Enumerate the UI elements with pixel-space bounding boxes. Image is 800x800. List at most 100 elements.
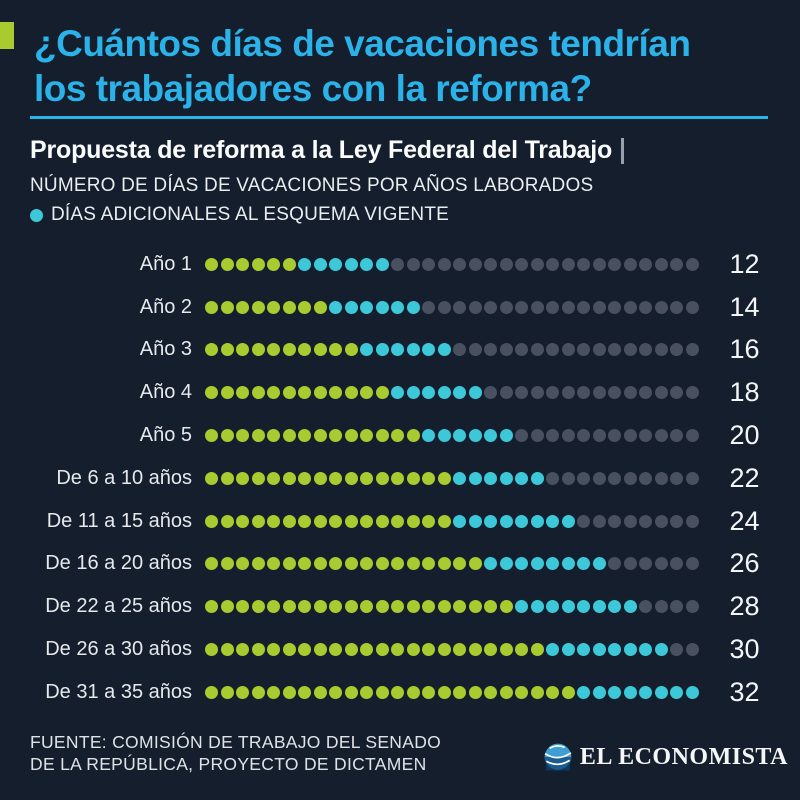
dot-current xyxy=(406,557,420,571)
dot-current xyxy=(499,685,513,699)
dot-additional xyxy=(298,257,311,271)
dot-additional xyxy=(391,386,404,400)
dot-empty xyxy=(623,257,637,271)
dot-current xyxy=(282,643,296,657)
dot-current xyxy=(220,300,234,314)
dot-current xyxy=(313,471,327,485)
dot-current xyxy=(251,429,265,443)
dot-current xyxy=(205,643,218,657)
dot-additional xyxy=(530,557,544,571)
dot-empty xyxy=(639,257,652,271)
dot-current xyxy=(267,257,280,271)
title-line-2: los trabajadores con la reforma? xyxy=(34,68,592,109)
dot-empty xyxy=(484,386,497,400)
dot-current xyxy=(329,386,342,400)
dot-empty xyxy=(685,557,699,571)
dot-empty xyxy=(670,471,683,485)
dot-current xyxy=(267,600,280,614)
dot-current xyxy=(360,643,373,657)
dot-empty xyxy=(530,257,544,271)
dot-current xyxy=(251,600,265,614)
dot-current xyxy=(484,685,497,699)
dot-current xyxy=(282,514,296,528)
dot-strip xyxy=(205,471,699,485)
dot-current xyxy=(468,643,482,657)
dot-current xyxy=(391,429,404,443)
dot-additional xyxy=(546,514,559,528)
dot-empty xyxy=(422,257,435,271)
dot-empty xyxy=(685,386,699,400)
dot-current xyxy=(313,685,327,699)
dot-empty xyxy=(670,557,683,571)
dot-empty xyxy=(608,343,621,357)
dot-current xyxy=(546,685,559,699)
dot-additional xyxy=(592,685,606,699)
dot-empty xyxy=(685,514,699,528)
dot-current xyxy=(298,386,311,400)
dot-current xyxy=(406,685,420,699)
dot-current xyxy=(453,600,466,614)
row-label: De 6 a 10 años xyxy=(56,466,192,489)
dot-additional xyxy=(577,600,590,614)
dot-empty xyxy=(685,300,699,314)
dot-current xyxy=(391,685,404,699)
row-total: 24 xyxy=(729,505,760,536)
dot-current xyxy=(267,643,280,657)
dot-current xyxy=(298,557,311,571)
row-total: 20 xyxy=(729,420,760,451)
dot-empty xyxy=(453,343,466,357)
title-line-1: ¿Cuántos días de vacaciones tendrían xyxy=(34,23,691,64)
dot-current xyxy=(360,557,373,571)
dot-current xyxy=(220,386,234,400)
dot-additional xyxy=(546,643,559,657)
dot-current xyxy=(313,429,327,443)
dot-empty xyxy=(546,429,559,443)
dot-empty xyxy=(623,514,637,528)
dot-current xyxy=(515,685,528,699)
dot-additional xyxy=(639,643,652,657)
dot-current xyxy=(515,643,528,657)
dot-current xyxy=(530,685,544,699)
dot-empty xyxy=(639,514,652,528)
dot-additional xyxy=(623,600,637,614)
dot-current xyxy=(298,600,311,614)
dot-empty xyxy=(546,257,559,271)
dot-empty xyxy=(437,257,451,271)
dot-additional xyxy=(623,685,637,699)
dot-additional xyxy=(561,643,575,657)
dot-current xyxy=(313,557,327,571)
dot-additional xyxy=(344,300,358,314)
dot-current xyxy=(391,643,404,657)
dot-additional xyxy=(484,471,497,485)
dot-empty xyxy=(623,386,637,400)
dot-current xyxy=(267,685,280,699)
chart-row: De 6 a 10 años 22 xyxy=(0,457,800,500)
dot-current xyxy=(561,685,575,699)
dot-strip xyxy=(205,300,699,314)
publisher-name: EL ECONOMISTA xyxy=(579,743,788,770)
dot-current xyxy=(298,471,311,485)
dot-empty xyxy=(577,343,590,357)
dot-empty xyxy=(437,300,451,314)
dot-current xyxy=(375,685,389,699)
dot-current xyxy=(282,343,296,357)
dot-current xyxy=(267,386,280,400)
dot-current xyxy=(484,600,497,614)
dot-strip xyxy=(205,557,699,571)
dot-additional xyxy=(499,514,513,528)
dot-additional xyxy=(499,429,513,443)
dot-empty xyxy=(685,343,699,357)
dot-additional xyxy=(422,429,435,443)
dot-empty xyxy=(530,386,544,400)
dot-additional xyxy=(468,386,482,400)
chart-row: Año 4 18 xyxy=(0,371,800,414)
dot-additional xyxy=(577,685,590,699)
dot-empty xyxy=(639,471,652,485)
dot-additional xyxy=(375,257,389,271)
dot-empty xyxy=(639,429,652,443)
dot-additional xyxy=(484,429,497,443)
dot-current xyxy=(236,343,249,357)
dot-current xyxy=(251,300,265,314)
dot-empty xyxy=(654,429,668,443)
dot-current xyxy=(251,557,265,571)
